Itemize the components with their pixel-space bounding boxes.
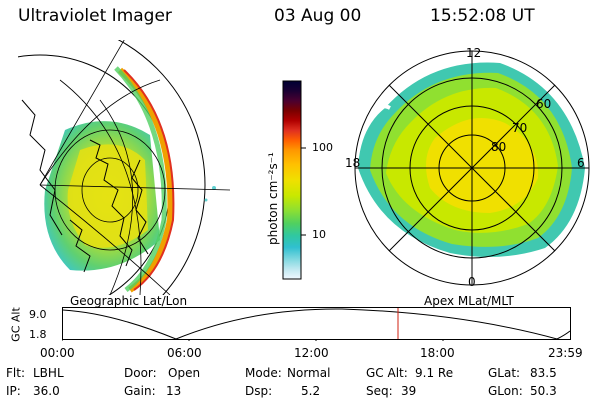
lat-label-80: 80 [491,140,507,154]
status-dsp-label: Dsp: [245,384,273,398]
altitude-tick-top: 9.0 [29,308,47,321]
altitude-tick-bottom: 1.8 [29,328,47,341]
status-filter-value: LBHL [33,366,64,380]
status-mode-label: Mode: [245,366,282,380]
time-tick-0600: 06:00 [167,346,202,360]
altitude-plot [62,307,571,341]
lat-label-60: 60 [536,97,552,111]
status-door-label: Door: [124,366,157,380]
status-seq-label: Seq: [366,384,393,398]
time-tick-0000: 00:00 [40,346,75,360]
app-title: Ultraviolet Imager [18,6,172,26]
status-gcalt-value: 9.1 Re [415,366,454,380]
observation-date: 03 Aug 00 [274,6,362,26]
time-tick-1800: 18:00 [420,346,455,360]
status-gain-value: 13 [166,384,182,398]
apex-caption: Apex MLat/MLT [424,294,514,308]
colorbar-unit-label: photon cm⁻²s⁻¹ [266,152,280,245]
lat-label-70: 70 [512,121,528,135]
status-glat-value: 83.5 [530,366,557,380]
geographic-caption: Geographic Lat/Lon [70,294,188,308]
colorbar-tick-10: 10 [312,228,326,241]
status-door-value: Open [168,366,201,380]
status-gcalt-label: GC Alt: [366,366,408,380]
time-tick-2359: 23:59 [548,346,583,360]
observation-time: 15:52:08 UT [430,6,535,26]
colorbar [282,80,306,280]
status-filter-label: Flt: [6,366,25,380]
apex-polar-plot [354,50,590,286]
status-glon-label: GLon: [488,384,523,398]
altitude-axis-label: GC Alt [9,307,23,342]
mlt-label-12: 12 [466,46,482,60]
status-dsp-value: 5.2 [301,384,321,398]
mlt-label-0: 0 [468,275,476,289]
time-tick-1200: 12:00 [294,346,329,360]
status-seq-value: 39 [401,384,417,398]
status-glat-label: GLat: [488,366,521,380]
status-ip-label: IP: [6,384,21,398]
mlt-label-6: 6 [577,156,585,170]
status-glon-value: 50.3 [530,384,557,398]
status-gain-label: Gain: [124,384,156,398]
mlt-label-18: 18 [345,156,361,170]
status-ip-value: 36.0 [33,384,60,398]
status-mode-value: Normal [287,366,331,380]
colorbar-tick-100: 100 [312,141,333,154]
geographic-image [18,40,231,295]
